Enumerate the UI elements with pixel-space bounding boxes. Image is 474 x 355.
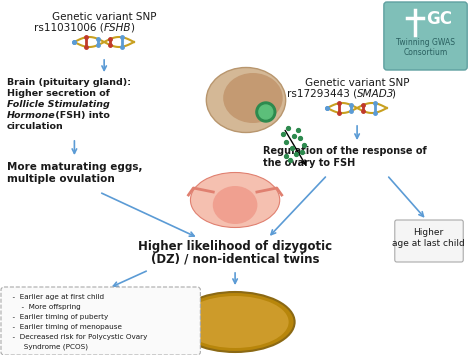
Text: the ovary to FSH: the ovary to FSH xyxy=(263,158,355,168)
Ellipse shape xyxy=(175,292,295,352)
Text: Consortium: Consortium xyxy=(403,48,447,57)
Text: -  Earlier timing of puberty: - Earlier timing of puberty xyxy=(8,314,108,320)
Circle shape xyxy=(256,102,276,122)
Text: -  Earlier timing of menopause: - Earlier timing of menopause xyxy=(8,324,122,330)
Text: Higher secretion of: Higher secretion of xyxy=(7,89,110,98)
Text: multiple ovulation: multiple ovulation xyxy=(7,174,115,184)
FancyBboxPatch shape xyxy=(384,2,467,70)
Ellipse shape xyxy=(191,173,280,228)
Text: (FSH) into: (FSH) into xyxy=(52,111,109,120)
Text: ): ) xyxy=(130,23,134,33)
Text: Follicle Stimulating: Follicle Stimulating xyxy=(7,100,109,109)
Text: rs11031006 (: rs11031006 ( xyxy=(35,23,104,33)
Text: Genetic variant SNP: Genetic variant SNP xyxy=(305,78,410,88)
Text: Regulation of the response of: Regulation of the response of xyxy=(263,146,427,156)
Ellipse shape xyxy=(182,296,289,348)
Text: (DZ) / non-identical twins: (DZ) / non-identical twins xyxy=(151,253,319,266)
Ellipse shape xyxy=(213,186,257,224)
Text: Higher: Higher xyxy=(413,228,444,237)
Text: Genetic variant SNP: Genetic variant SNP xyxy=(52,12,156,22)
Text: -  More offspring: - More offspring xyxy=(8,304,81,310)
Text: Brain (pituitary gland):: Brain (pituitary gland): xyxy=(7,78,131,87)
FancyBboxPatch shape xyxy=(395,220,463,262)
FancyBboxPatch shape xyxy=(1,287,201,355)
Ellipse shape xyxy=(206,67,286,132)
Text: SMAD3: SMAD3 xyxy=(357,89,394,99)
Text: Syndrome (PCOS): Syndrome (PCOS) xyxy=(8,344,88,350)
Text: ): ) xyxy=(391,89,395,99)
Text: circulation: circulation xyxy=(7,122,64,131)
Text: FSHB: FSHB xyxy=(104,23,132,33)
Text: age at last child: age at last child xyxy=(392,239,465,248)
Text: Higher likelihood of dizygotic: Higher likelihood of dizygotic xyxy=(138,240,332,253)
Circle shape xyxy=(259,105,273,119)
Text: GC: GC xyxy=(427,10,453,28)
Text: -  Decreased risk for Polycystic Ovary: - Decreased risk for Polycystic Ovary xyxy=(8,334,147,340)
Text: -  Earlier age at first child: - Earlier age at first child xyxy=(8,294,104,300)
Text: Twinning GWAS: Twinning GWAS xyxy=(396,38,455,47)
Text: rs17293443 (: rs17293443 ( xyxy=(287,89,357,99)
Text: More maturating eggs,: More maturating eggs, xyxy=(7,162,143,172)
Text: Hormone: Hormone xyxy=(7,111,55,120)
Ellipse shape xyxy=(223,73,283,123)
